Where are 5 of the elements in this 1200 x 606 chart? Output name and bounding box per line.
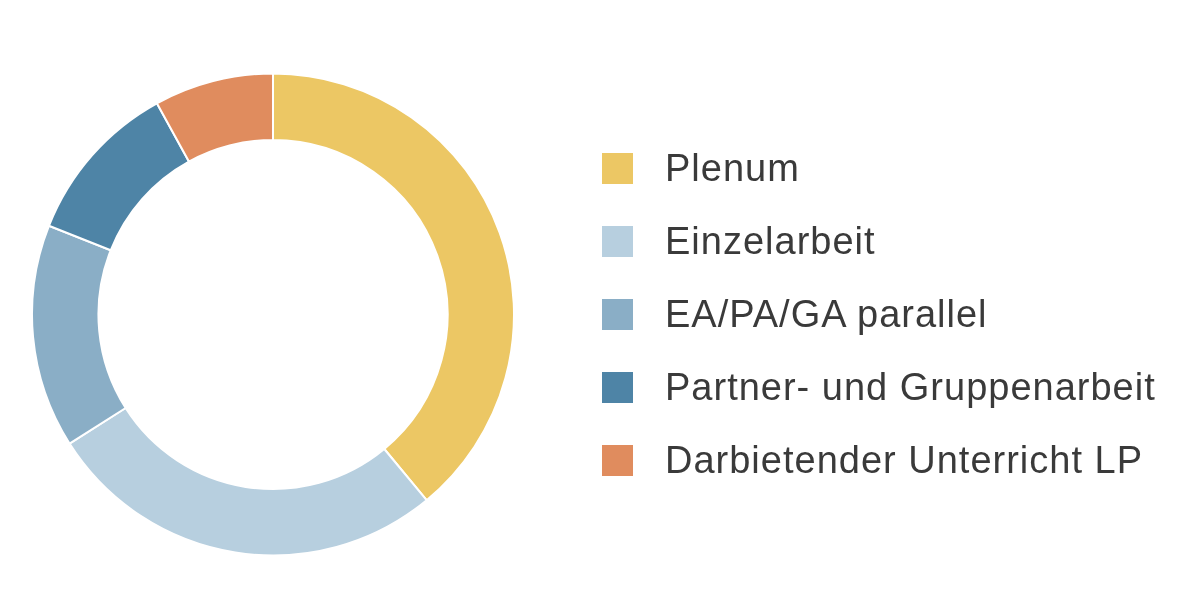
legend-label: EA/PA/GA parallel (665, 293, 988, 336)
legend-label: Partner- und Gruppenarbeit (665, 366, 1156, 409)
legend-label: Darbietender Unterricht LP (665, 439, 1143, 482)
legend-label: Plenum (665, 147, 800, 190)
legend-label: Einzelarbeit (665, 220, 876, 263)
